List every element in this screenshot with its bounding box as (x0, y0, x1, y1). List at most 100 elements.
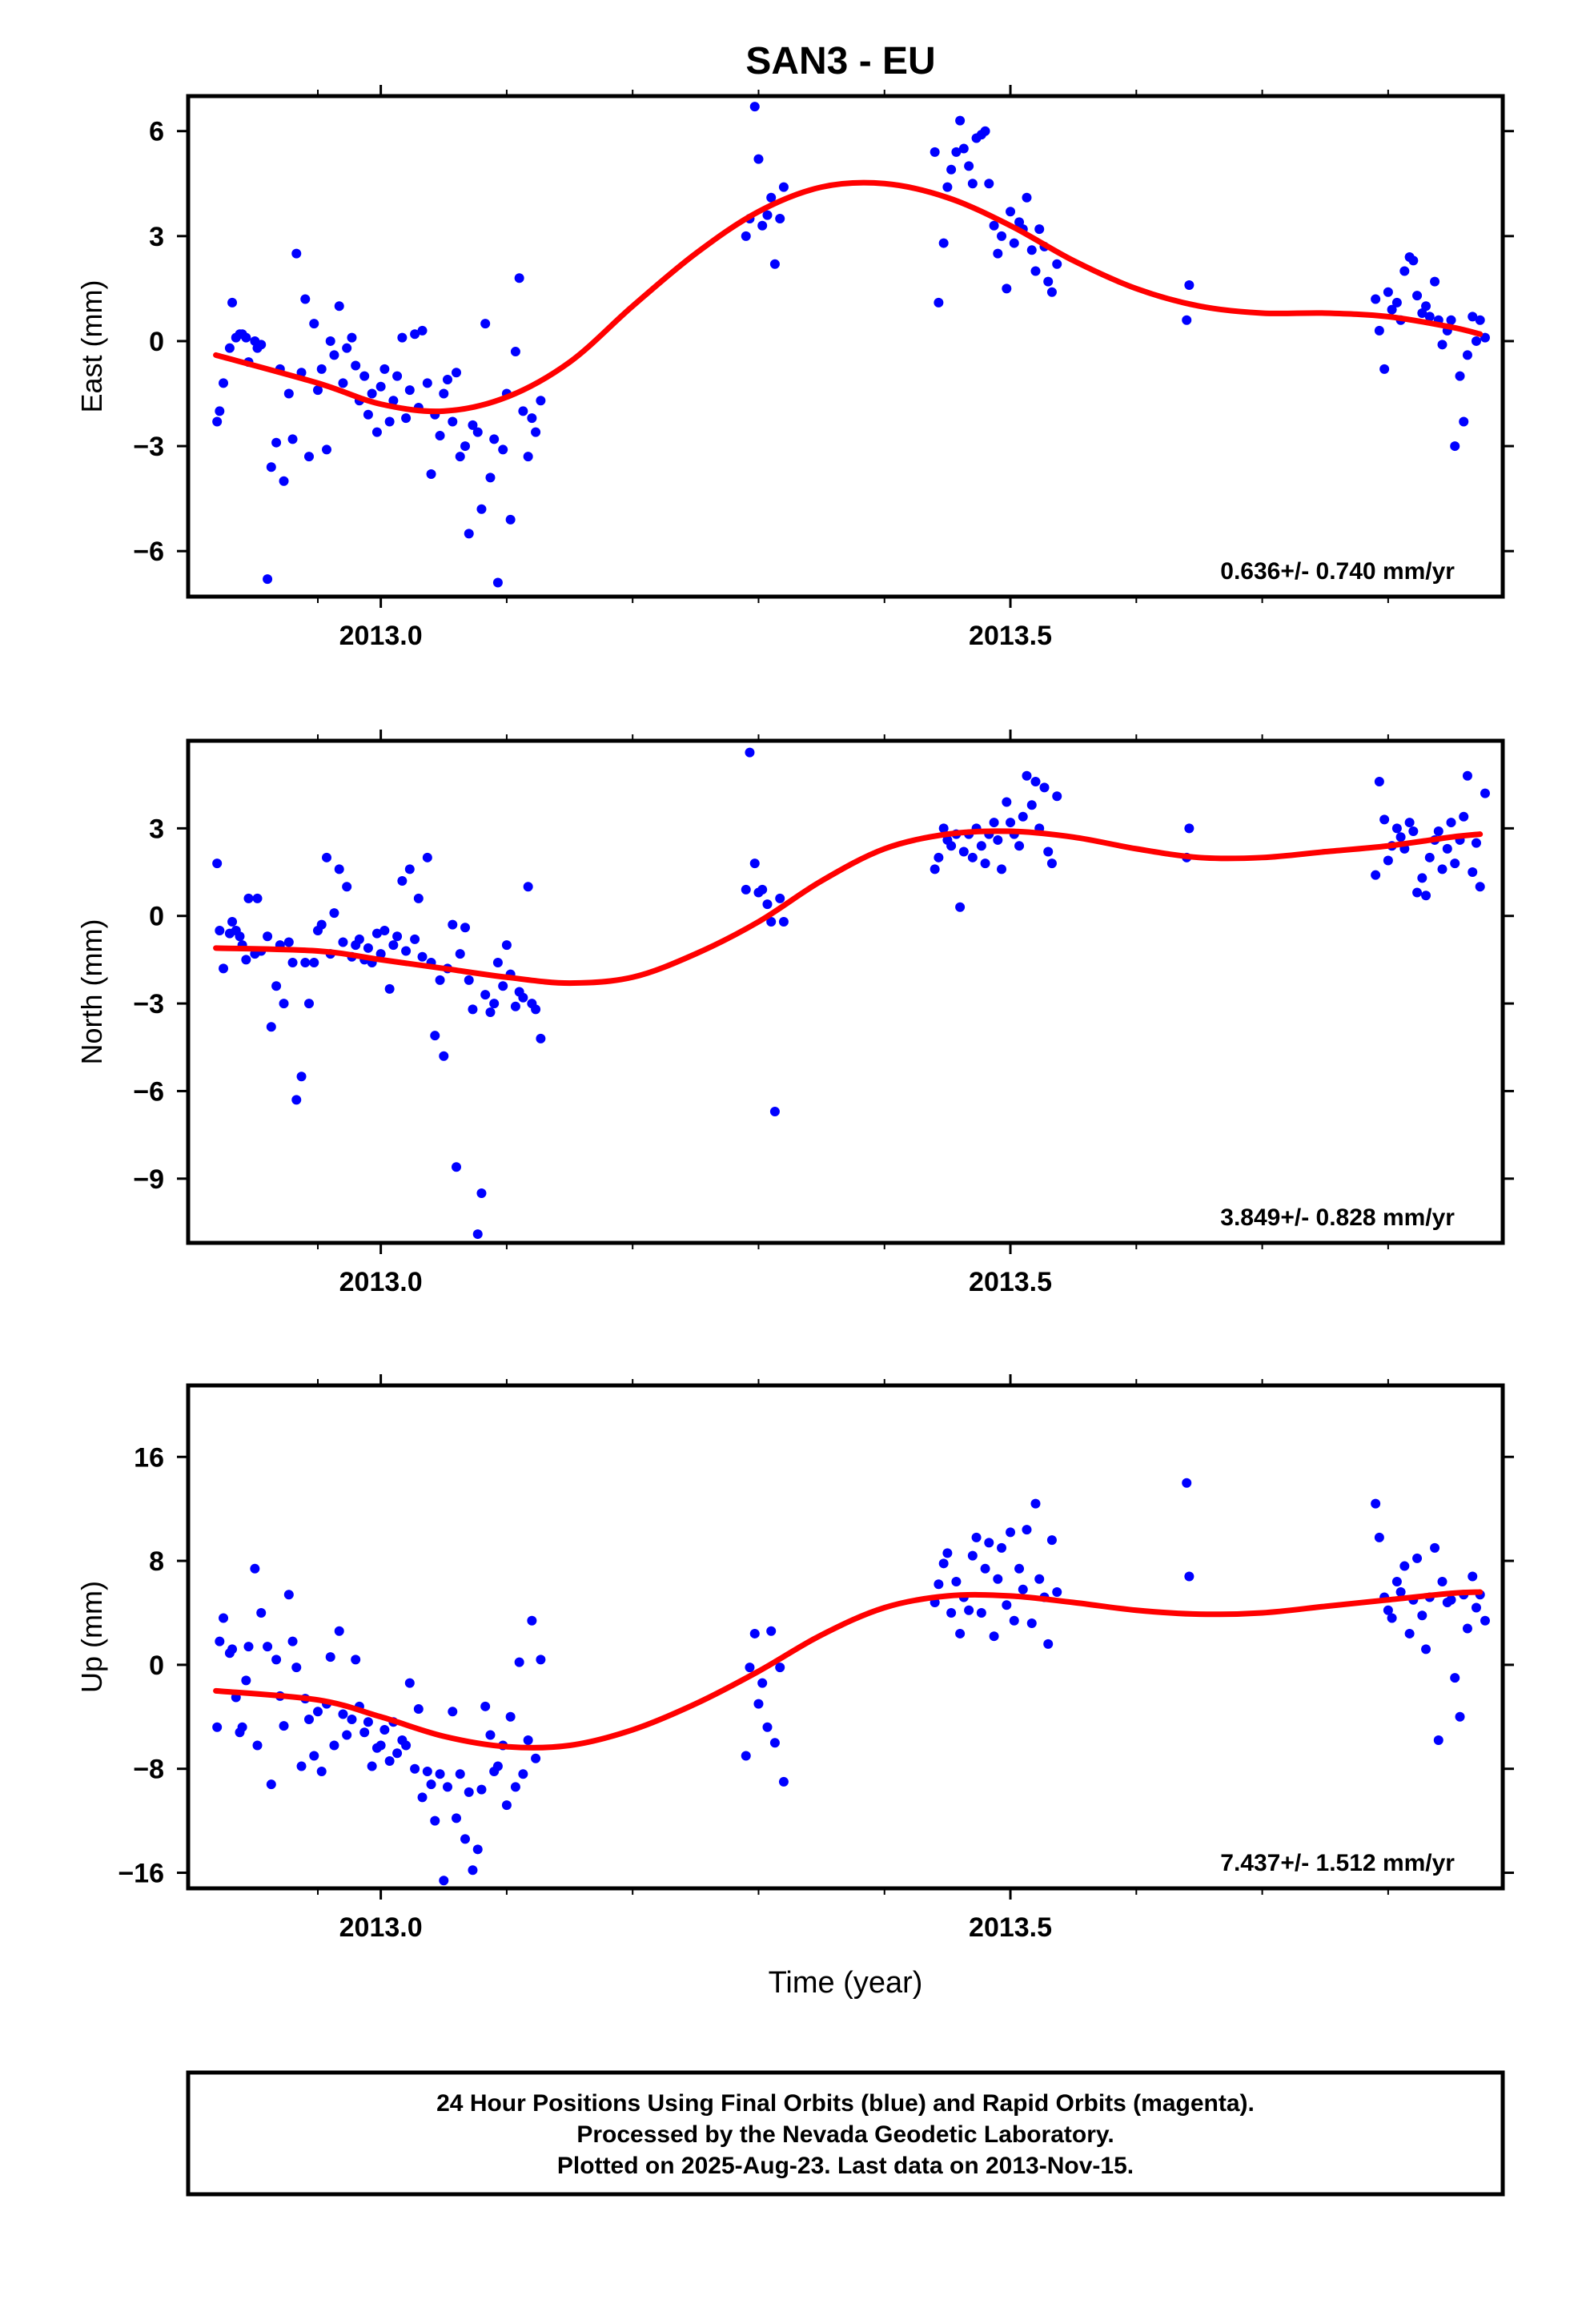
data-point (464, 529, 474, 539)
data-point (523, 452, 533, 462)
data-point (1006, 1527, 1016, 1538)
data-point (997, 231, 1007, 241)
data-point (958, 143, 969, 154)
data-point (769, 1738, 780, 1748)
data-point (523, 882, 533, 892)
data-point (448, 416, 458, 427)
data-point (413, 893, 424, 903)
data-point (984, 179, 994, 189)
data-point (1437, 1577, 1447, 1587)
data-point (410, 1763, 420, 1774)
data-point (312, 385, 323, 396)
data-point (417, 325, 428, 336)
data-point (435, 430, 445, 440)
data-point (371, 928, 382, 939)
data-point (452, 1162, 462, 1172)
data-point (325, 336, 335, 346)
data-point (769, 1106, 780, 1116)
data-point (227, 917, 238, 927)
data-point (1018, 1584, 1028, 1594)
data-point (430, 1031, 440, 1041)
data-point (1184, 280, 1195, 291)
data-point (536, 1655, 546, 1665)
data-points (212, 1478, 1490, 1886)
data-point (1182, 315, 1192, 325)
data-point (1446, 818, 1456, 828)
data-point (252, 1740, 263, 1751)
data-point (468, 420, 478, 430)
data-point (384, 416, 395, 427)
y-tick-label: 3 (149, 814, 164, 844)
data-point (938, 238, 949, 248)
data-point (955, 902, 966, 912)
data-point (316, 364, 327, 374)
data-point (309, 319, 319, 329)
data-point (422, 1766, 432, 1776)
data-point (476, 1784, 487, 1795)
data-point (1455, 371, 1465, 381)
data-point (241, 1675, 251, 1686)
x-tick-label: 2013.5 (969, 621, 1052, 651)
data-point (397, 332, 408, 343)
data-point (271, 1655, 282, 1665)
data-point (266, 1022, 276, 1032)
fit-curve (213, 1589, 1484, 1751)
data-point (439, 388, 449, 399)
data-point (1421, 891, 1431, 901)
data-point (426, 1779, 436, 1790)
data-point (1383, 855, 1393, 866)
data-point (964, 161, 974, 171)
data-point (388, 940, 399, 951)
data-point (1009, 238, 1019, 248)
data-point (980, 858, 990, 869)
data-point (749, 1628, 760, 1638)
data-point (212, 858, 223, 869)
data-point (338, 378, 348, 388)
data-point (934, 1579, 944, 1590)
data-point (946, 841, 957, 851)
plot-frame (186, 94, 1505, 599)
data-point (498, 981, 508, 991)
footer-line-3: Plotted on 2025-Aug-23. Last data on 201… (557, 2153, 1134, 2179)
data-point (460, 1834, 471, 1844)
data-point (219, 378, 229, 388)
data-point (934, 852, 944, 862)
data-point (472, 1229, 483, 1240)
data-point (342, 1730, 352, 1740)
data-point (271, 981, 282, 991)
data-point (1379, 814, 1390, 825)
data-point (329, 908, 339, 919)
y-tick-label: 0 (149, 327, 164, 357)
data-point (1379, 364, 1390, 374)
data-point (422, 378, 432, 388)
data-point (536, 396, 546, 406)
data-point (1030, 266, 1041, 276)
data-point (359, 371, 370, 381)
data-point (1424, 852, 1435, 862)
data-point (1046, 287, 1057, 297)
data-point (334, 301, 344, 312)
data-point (455, 452, 465, 462)
data-point (329, 350, 339, 360)
data-point (359, 1727, 370, 1738)
data-point (762, 210, 773, 220)
data-point (235, 931, 245, 942)
data-point (1446, 315, 1456, 325)
panel-2: 2013.0 2013.5 −9 −6 −3 0 3 North (mm) 3.849+/- 0… (75, 730, 1514, 1297)
data-point (1471, 1602, 1481, 1613)
data-point (492, 958, 503, 968)
data-point (769, 259, 780, 269)
data-point (291, 248, 302, 259)
data-point (1480, 788, 1490, 798)
data-point (452, 368, 462, 378)
data-point (1468, 867, 1478, 878)
data-point (1006, 207, 1016, 217)
data-point (388, 396, 399, 406)
data-point (464, 1787, 474, 1797)
data-point (536, 1033, 546, 1043)
data-point (354, 934, 364, 944)
data-point (460, 441, 471, 452)
data-point (480, 319, 491, 329)
data-point (316, 919, 327, 930)
y-tick-label: 0 (149, 1651, 164, 1681)
